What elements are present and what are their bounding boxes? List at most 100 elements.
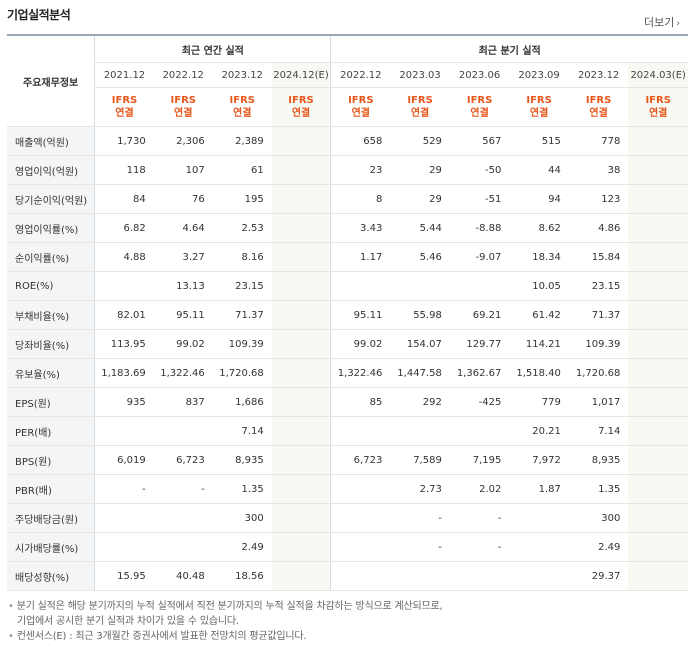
period-header: 2022.12	[330, 62, 391, 88]
table-cell: -9.07	[449, 242, 510, 272]
table-cell	[628, 387, 688, 417]
ifrs-label: IFRS	[111, 95, 138, 106]
table-cell	[449, 416, 510, 446]
table-cell: 114.21	[509, 329, 569, 359]
table-cell: 3.27	[153, 242, 213, 272]
table-cell: 129.77	[449, 329, 510, 359]
table-cell: 118	[94, 155, 154, 185]
table-cell: -	[449, 503, 510, 533]
table-cell	[94, 532, 154, 562]
table-cell: 2.02	[449, 474, 510, 504]
table-cell	[390, 416, 450, 446]
table-cell: 8,935	[568, 445, 629, 475]
period-header: 2023.03	[390, 62, 450, 88]
consolidated-label: 연결	[351, 108, 370, 119]
table-cell: 8.62	[509, 213, 569, 243]
table-cell	[509, 503, 569, 533]
ifrs-basis: IFRS 연결	[509, 87, 569, 127]
table-cell: 292	[390, 387, 450, 417]
table-cell: 13.13	[153, 271, 213, 301]
period-header: 2024.12(E)	[271, 62, 331, 88]
table-cell: 2.53	[212, 213, 272, 243]
table-cell: 567	[449, 126, 510, 156]
note-line-1: 분기 실적은 해당 분기까지의 누적 실적에서 직전 분기까지의 누적 실적을 …	[16, 601, 443, 612]
table-cell: 1,362.67	[449, 358, 510, 388]
table-row: 매출액(억원) 1,730 2,306 2,389 658 529 567 515 778	[7, 126, 688, 156]
consolidated-label: 연결	[410, 108, 430, 119]
table-cell: -	[390, 503, 450, 533]
table-cell	[153, 532, 213, 562]
table-cell	[628, 184, 688, 214]
table-cell: 1.87	[509, 474, 569, 504]
row-label: 부채비율(%)	[7, 300, 95, 330]
table-cell: 4.88	[94, 242, 154, 272]
ifrs-label: IFRS	[645, 95, 671, 106]
table-cell	[449, 561, 510, 591]
period-header: 2023.12	[212, 62, 272, 88]
table-cell: 779	[509, 387, 569, 417]
more-label: 더보기	[644, 16, 675, 29]
table-cell: -	[449, 532, 510, 562]
ifrs-basis: IFRS 연결	[212, 87, 272, 127]
table-cell	[271, 503, 331, 533]
table-cell: 18.34	[509, 242, 569, 272]
table-cell: 1,183.69	[94, 358, 154, 388]
row-label: 영업이익(억원)	[7, 155, 95, 185]
table-cell	[628, 126, 688, 156]
consolidated-label: 연결	[291, 108, 311, 119]
table-cell	[330, 532, 391, 562]
row-label: 당좌비율(%)	[7, 329, 95, 359]
ifrs-basis: IFRS 연결	[628, 87, 688, 127]
table-cell: 7,972	[509, 445, 569, 475]
consolidated-label: 연결	[648, 108, 668, 119]
table-cell: 61.42	[509, 300, 569, 330]
table-row: 영업이익(억원) 118 107 61 23 29 -50 44 38	[7, 155, 688, 185]
ifrs-label: IFRS	[170, 95, 196, 106]
table-cell	[628, 300, 688, 330]
table-cell: -51	[449, 184, 510, 214]
table-cell: -50	[449, 155, 510, 185]
table-cell	[271, 445, 331, 475]
period-header: 2024.03(E)	[628, 62, 688, 88]
table-cell: 20.21	[509, 416, 569, 446]
table-cell: 71.37	[212, 300, 272, 330]
row-label: PBR(배)	[7, 474, 95, 504]
table-cell: 1,447.58	[390, 358, 450, 388]
table-row: 부채비율(%) 82.01 95.11 71.37 95.11 55.98 69.21 61.…	[7, 300, 688, 330]
table-row: PBR(배) - -1.35 2.73 2.02 1.87 1.35	[7, 474, 688, 504]
ifrs-label: IFRS	[526, 95, 552, 106]
table-cell	[271, 474, 331, 504]
table-cell: 935	[94, 387, 154, 417]
table-cell: 55.98	[390, 300, 450, 330]
table-cell	[628, 271, 688, 301]
group-annual-header: 최근 연간 실적	[94, 34, 331, 63]
more-link[interactable]: 더보기 ›	[644, 14, 680, 30]
table-cell: 23.15	[568, 271, 629, 301]
row-header-label: 주요재무정보	[7, 34, 95, 127]
group-quarter-header: 최근 분기 실적	[330, 34, 688, 63]
table-cell: 6.82	[94, 213, 154, 243]
table-cell	[153, 503, 213, 533]
row-label: ROE(%)	[7, 271, 95, 301]
table-row: PER(배) 7.14 20.21 7.14	[7, 416, 688, 446]
ifrs-label: IFRS	[585, 95, 612, 106]
table-cell	[628, 242, 688, 272]
note-line-3: 컨센서스(E) : 최근 3개월간 증권사에서 발표한 전망치의 평균값입니다.	[16, 631, 307, 642]
consolidated-label: 연결	[115, 108, 134, 119]
table-cell: 2,389	[212, 126, 272, 156]
table-cell: 2,306	[153, 126, 213, 156]
table-cell: 15.95	[94, 561, 154, 591]
ifrs-basis: IFRS 연결	[330, 87, 391, 127]
table-cell	[449, 271, 510, 301]
table-cell: 61	[212, 155, 272, 185]
footnotes: • 분기 실적은 해당 분기까지의 누적 실적에서 직전 분기까지의 누적 실적을…	[8, 601, 443, 642]
table-cell: 7,589	[390, 445, 450, 475]
section-title: 기업실적분석	[7, 8, 71, 22]
table-cell	[271, 184, 331, 214]
table-cell	[271, 561, 331, 591]
table-cell: 109.39	[212, 329, 272, 359]
ifrs-basis: IFRS 연결	[153, 87, 213, 127]
table-cell: 123	[568, 184, 629, 214]
row-label: 시가배당률(%)	[7, 532, 95, 562]
row-label: 당기순이익(억원)	[7, 184, 95, 214]
